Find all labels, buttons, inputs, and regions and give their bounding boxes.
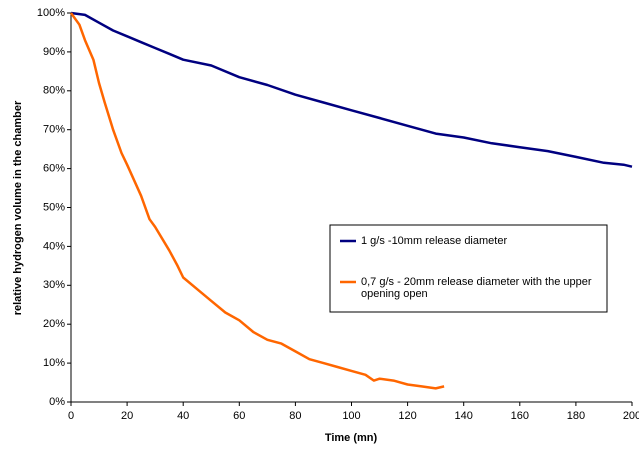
y-tick-label: 30% bbox=[43, 279, 65, 291]
x-tick-label: 20 bbox=[121, 410, 133, 422]
y-axis-label: relative hydrogen volume in the chamber bbox=[12, 100, 24, 315]
x-tick-label: 200 bbox=[623, 410, 639, 422]
y-tick-label: 50% bbox=[43, 201, 65, 213]
x-tick-label: 140 bbox=[455, 410, 473, 422]
x-tick-label: 80 bbox=[289, 410, 301, 422]
x-tick-label: 0 bbox=[68, 410, 74, 422]
legend-label: 0,7 g/s - 20mm release diameter with the… bbox=[361, 276, 592, 300]
y-tick-label: 100% bbox=[37, 7, 65, 19]
legend-label-line: 0,7 g/s - 20mm release diameter with the… bbox=[361, 276, 592, 288]
x-tick-label: 100 bbox=[342, 410, 360, 422]
x-tick-label: 120 bbox=[398, 410, 416, 422]
x-tick-label: 60 bbox=[233, 410, 245, 422]
x-axis-label: Time (mn) bbox=[325, 432, 378, 444]
y-tick-label: 20% bbox=[43, 318, 65, 330]
legend-label-line: opening open bbox=[361, 288, 428, 300]
y-tick-label: 10% bbox=[43, 357, 65, 369]
x-tick-label: 180 bbox=[567, 410, 585, 422]
y-tick-label: 90% bbox=[43, 46, 65, 58]
y-tick-label: 40% bbox=[43, 240, 65, 252]
legend-box bbox=[329, 224, 608, 313]
y-tick-label: 60% bbox=[43, 163, 65, 175]
series-line bbox=[69, 12, 445, 390]
series-line bbox=[70, 11, 633, 168]
y-tick-label: 0% bbox=[49, 396, 65, 408]
x-tick-label: 40 bbox=[177, 410, 189, 422]
x-tick-label: 160 bbox=[511, 410, 529, 422]
legend-label: 1 g/s -10mm release diameter bbox=[361, 235, 507, 247]
y-tick-label: 80% bbox=[43, 85, 65, 97]
y-tick-label: 70% bbox=[43, 124, 65, 136]
